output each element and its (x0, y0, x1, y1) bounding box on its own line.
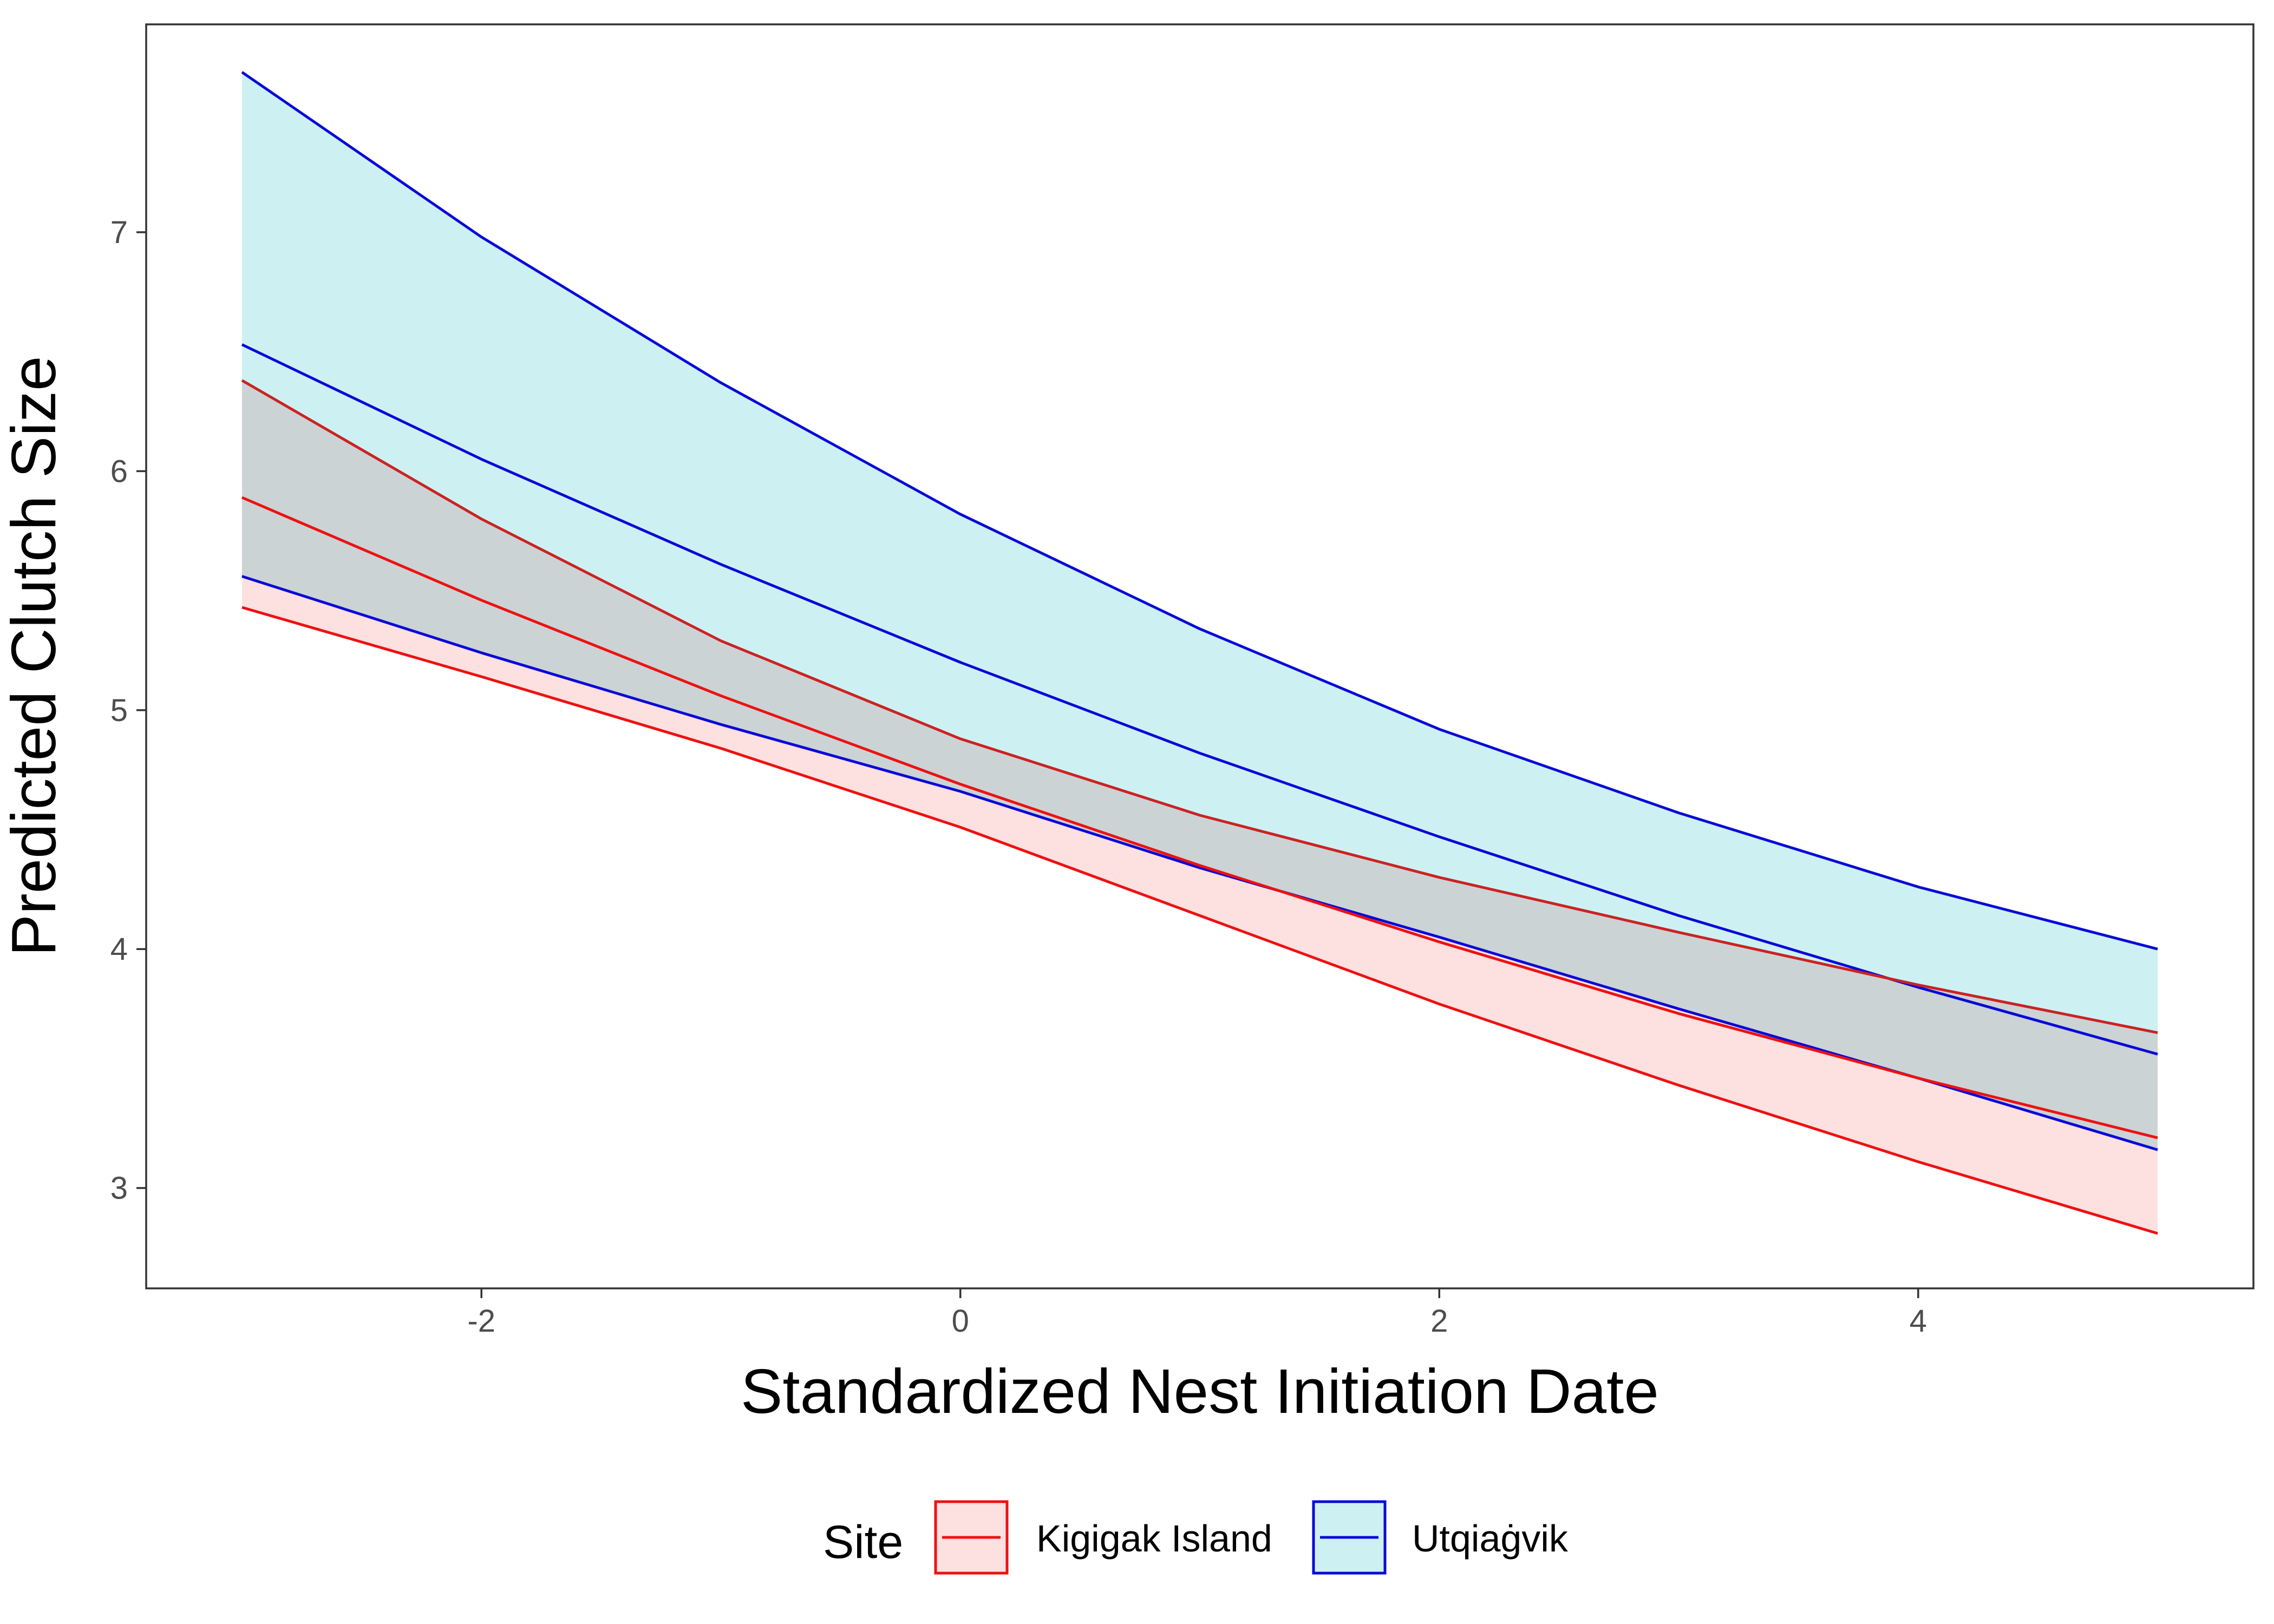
plot-panel-border (145, 23, 2255, 1289)
legend-item-kigigak-island: Kigigak Island (934, 1500, 1272, 1575)
series-lines (241, 71, 2158, 1235)
y-axis-title: Predicted Clutch Size (0, 356, 69, 957)
y-tick-label: 3 (110, 1171, 128, 1206)
x-tick-label: 4 (1910, 1304, 1927, 1339)
fit-line-utqiagvik (241, 343, 2158, 1056)
y-tick-label: 6 (110, 454, 128, 489)
lower-bound-utqiagvik (241, 575, 2158, 1151)
band-utqiagvik (241, 72, 2158, 1150)
x-axis-title: Standardized Nest Initiation Date (741, 1356, 1659, 1426)
upper-bound-utqiagvik (241, 71, 2158, 951)
lower-bound-kigigak-island (241, 606, 2158, 1235)
y-tick-label: 5 (110, 693, 128, 728)
x-tick-label: -2 (467, 1304, 495, 1339)
y-tick-label: 7 (110, 215, 128, 250)
upper-bound-kigigak-island (241, 379, 2158, 1034)
legend-label-kigigak-island: Kigigak Island (1036, 1517, 1272, 1560)
legend-label-utqiagvik: Utqiaġvik (1412, 1517, 1569, 1560)
fit-line-kigigak-island (241, 496, 2158, 1140)
x-tick-label: 0 (952, 1304, 969, 1339)
legend: Site Kigigak Island Utqiaġvik (823, 1500, 1569, 1575)
legend-item-utqiagvik: Utqiaġvik (1312, 1500, 1569, 1575)
axis-ticks: -2 0 2 4 3 4 5 6 7 (110, 215, 1927, 1339)
y-tick-label: 4 (110, 932, 128, 967)
x-tick-label: 2 (1430, 1304, 1448, 1339)
legend-title: Site (823, 1516, 903, 1568)
band-kigigak-island (241, 380, 2158, 1234)
confidence-bands (241, 72, 2158, 1234)
